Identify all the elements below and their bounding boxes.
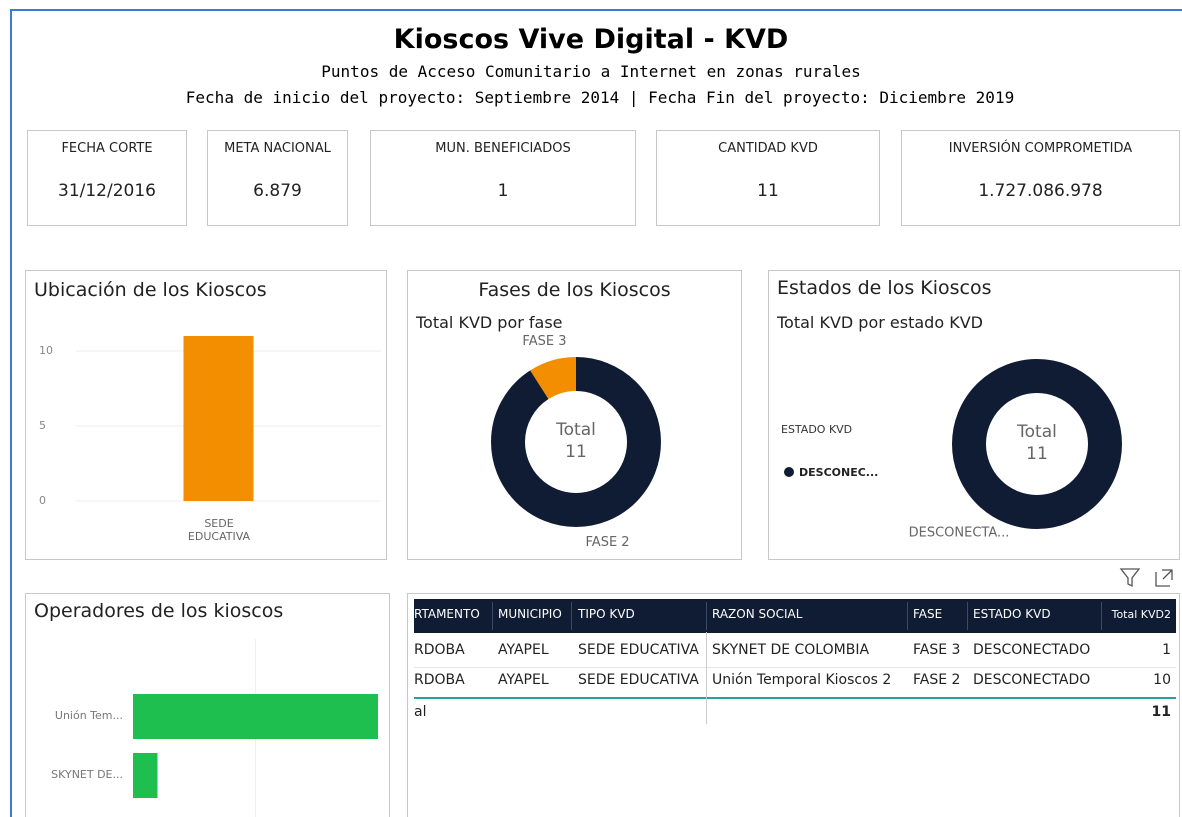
center-label: Total	[1016, 422, 1057, 442]
column-separator	[967, 602, 968, 630]
kpi-card: INVERSIÓN COMPROMETIDA 1.727.086.978	[901, 130, 1180, 226]
column-header: TIPO KVD	[578, 607, 635, 621]
hbar-chart: Unión Tem... SKYNET DE...	[51, 639, 378, 817]
bar-chart: 0 5 10	[39, 336, 381, 507]
frame	[10, 9, 1182, 817]
kpi-label: INVERSIÓN COMPROMETIDA	[948, 141, 1133, 156]
kpi-card: MUN. BENEFICIADOS 1	[370, 130, 636, 226]
kpi-card: FECHA CORTE 31/12/2016	[27, 130, 187, 226]
column-separator	[571, 602, 572, 630]
panel-title: Ubicación de los Kioscos	[34, 279, 267, 301]
y-tick-label: 10	[39, 344, 53, 357]
column-header: FASE	[913, 607, 943, 621]
toolbar	[1118, 566, 1178, 594]
y-tick-label: Unión Tem...	[55, 709, 123, 722]
table-cell: SKYNET DE COLOMBIA	[712, 642, 870, 658]
table-cell: AYAPEL	[498, 642, 549, 658]
table-cell: SEDE EDUCATIVA	[578, 642, 699, 658]
data-label: FASE 2	[586, 535, 630, 550]
donut-slice	[491, 357, 661, 527]
center-label: Total	[555, 420, 596, 440]
column-header: RTAMENTO	[414, 607, 480, 621]
y-tick-label: 0	[39, 494, 46, 507]
column-header: Total KVD2	[1111, 608, 1171, 621]
center-total: 11	[565, 442, 587, 462]
table-cell: AYAPEL	[498, 672, 549, 688]
table-cell: SEDE EDUCATIVA	[578, 672, 699, 688]
kpi-label: META NACIONAL	[224, 141, 331, 156]
y-tick-label: 5	[39, 419, 46, 432]
panel-subtitle: Total KVD por estado KVD	[777, 313, 983, 332]
total-label: al	[414, 704, 427, 720]
bar	[133, 694, 378, 739]
table-cell: FASE 3	[913, 642, 961, 658]
kpi-card: CANTIDAD KVD 11	[656, 130, 880, 226]
table-cell: DESCONECTADO	[973, 672, 1091, 688]
kpi-card: META NACIONAL 6.879	[207, 130, 348, 226]
table-header	[414, 599, 1176, 633]
fases-panel: Fases de los Kioscos Total KVD por fase …	[407, 270, 742, 560]
legend-marker	[784, 467, 794, 477]
table-cell: Unión Temporal Kioscos 2	[712, 672, 892, 688]
kpi-label: FECHA CORTE	[61, 141, 153, 156]
table-cell: FASE 2	[913, 672, 961, 688]
column-header: MUNICIPIO	[498, 607, 562, 621]
kpi-value: 11	[757, 181, 779, 201]
filter-icon[interactable]	[1119, 568, 1141, 588]
data-label: FASE 3	[522, 334, 566, 349]
table-cell: 1	[1162, 642, 1171, 658]
column-header: ESTADO KVD	[973, 607, 1051, 621]
toolbar-icons	[1119, 568, 1173, 588]
row-line	[414, 667, 1176, 668]
kpi-label: CANTIDAD KVD	[718, 141, 818, 156]
column-separator	[492, 602, 493, 630]
column-separator	[907, 602, 908, 630]
dates: Fecha de inicio del proyecto: Septiembre…	[185, 88, 1015, 107]
kpi-label: MUN. BENEFICIADOS	[435, 141, 571, 156]
kpi-value: 31/12/2016	[58, 181, 156, 201]
center-total: 11	[1026, 444, 1048, 464]
legend-label: DESCONEC...	[799, 466, 878, 479]
panel-title: Fases de los Kioscos	[478, 279, 671, 301]
kpi-value: 1	[497, 181, 509, 201]
column-separator	[706, 602, 707, 630]
expand-icon[interactable]	[1155, 569, 1173, 587]
y-tick-label: SKYNET DE...	[51, 768, 123, 781]
panel-subtitle: Total KVD por fase	[416, 313, 563, 332]
subtitle: Puntos de Acceso Comunitario a Internet …	[321, 62, 861, 81]
bar	[183, 336, 254, 501]
column-separator	[706, 632, 707, 724]
estados-panel: Estados de los Kioscos Total KVD por est…	[768, 270, 1180, 560]
column-header: RAZON SOCIAL	[712, 607, 803, 621]
legend-title: ESTADO KVD	[781, 423, 853, 436]
kpi-value: 6.879	[253, 181, 302, 201]
table-cell: 10	[1153, 672, 1171, 688]
column-separator	[1101, 602, 1102, 630]
ubicacion-panel: Ubicación de los Kioscos 0 5 10 SEDE EDUCA…	[25, 270, 387, 560]
table-cell: RDOBA	[414, 642, 465, 658]
total-value: 11	[1151, 704, 1171, 720]
x-tick-label: SEDE EDUCATIVA	[187, 517, 251, 543]
operadores-panel: Operadores de los kioscos Unión Tem... SK…	[25, 593, 390, 817]
table-panel: RTAMENTO MUNICIPIO TIPO KVD RAZON SOCIAL FAS…	[407, 593, 1180, 817]
table-cell: RDOBA	[414, 672, 465, 688]
table-cell: DESCONECTADO	[973, 642, 1091, 658]
panel-title: Operadores de los kioscos	[34, 600, 284, 622]
data-label: DESCONECTA...	[909, 526, 1010, 541]
panel-title: Estados de los Kioscos	[777, 277, 992, 299]
donut-slice	[952, 359, 1122, 529]
row-line	[414, 697, 1176, 699]
kpi-value: 1.727.086.978	[978, 181, 1103, 201]
bar	[133, 753, 158, 798]
title: Kioscos Vive Digital - KVD	[393, 24, 789, 55]
